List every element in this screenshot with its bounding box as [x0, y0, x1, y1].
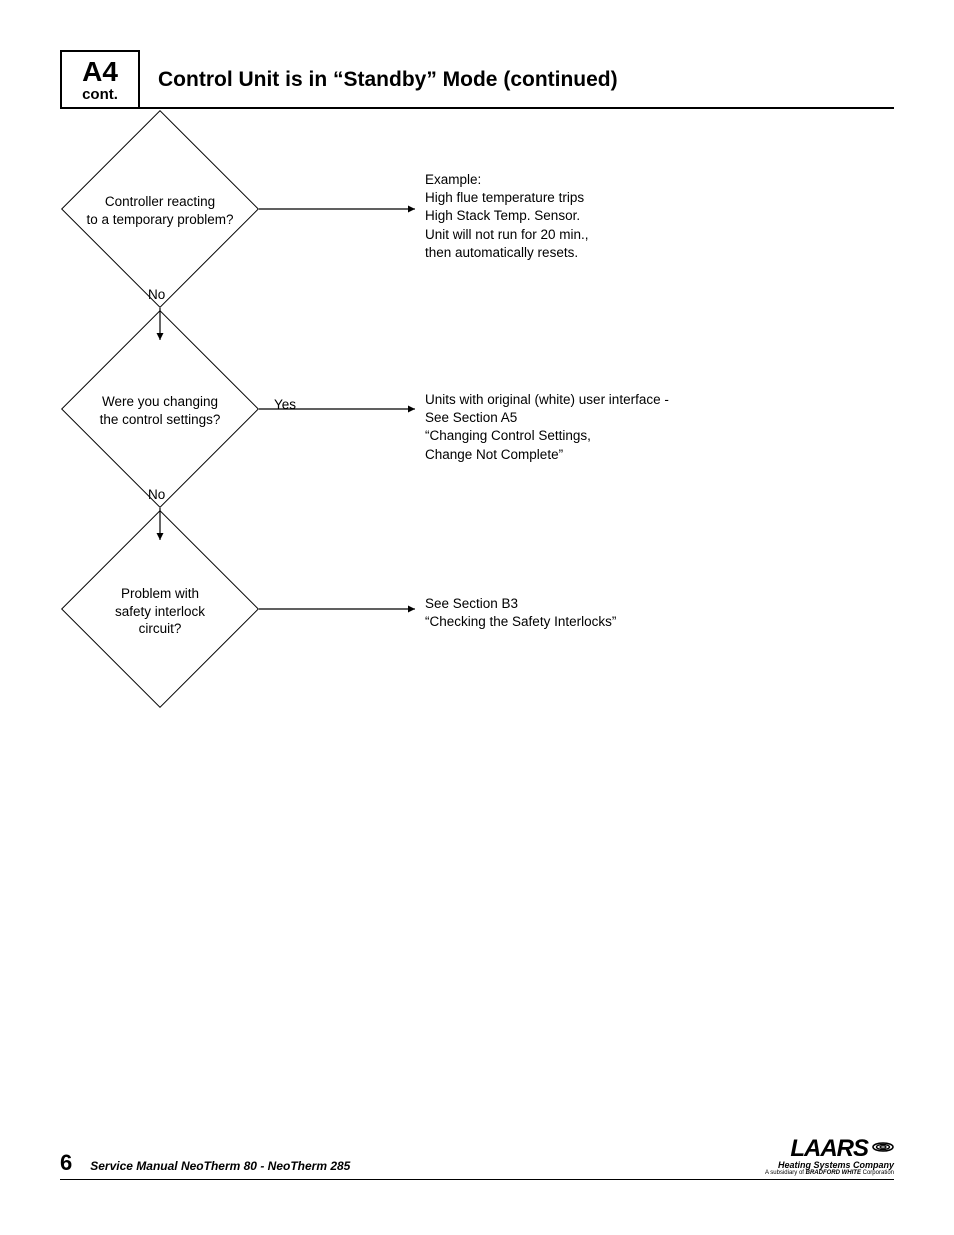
side-text-3: See Section B3 “Checking the Safety Inte…: [425, 595, 775, 631]
st1-l0: Example:: [425, 172, 481, 187]
decision-safety-interlock-label: Problem with safety interlock circuit?: [60, 585, 260, 638]
page-header: A4 cont. Control Unit is in “Standby” Mo…: [60, 50, 894, 109]
st2-l2: “Changing Control Settings,: [425, 428, 591, 443]
logo-text: LAARS: [790, 1137, 868, 1161]
d2-line1: Were you changing: [102, 394, 218, 409]
logo-subtitle: Heating Systems Company: [765, 1161, 894, 1170]
st1-l3: Unit will not run for 20 min.,: [425, 227, 589, 242]
side-text-1: Example: High flue temperature trips Hig…: [425, 171, 775, 262]
decision-temporary-problem-label: Controller reacting to a temporary probl…: [60, 193, 260, 228]
flowchart: Controller reacting to a temporary probl…: [60, 139, 894, 719]
edge-d1-down-label: No: [148, 287, 165, 302]
d3-line3: circuit?: [139, 621, 182, 636]
st1-l4: then automatically resets.: [425, 245, 578, 260]
section-code: A4: [76, 58, 124, 86]
st3-l0: See Section B3: [425, 596, 518, 611]
brand-logo: LAARS Heating Systems Company A subsidia…: [765, 1137, 894, 1176]
logo-main: LAARS: [790, 1137, 894, 1161]
logo-tag-suffix: Corporation: [861, 1170, 894, 1176]
logo-tag-prefix: A subsidiary of: [765, 1170, 806, 1176]
st3-l1: “Checking the Safety Interlocks”: [425, 614, 616, 629]
logo-swirl-icon: [872, 1137, 894, 1161]
st2-l3: Change Not Complete”: [425, 447, 563, 462]
page-footer: 6 Service Manual NeoTherm 80 - NeoTherm …: [60, 1137, 894, 1180]
d1-line1: Controller reacting: [105, 194, 215, 209]
d3-line1: Problem with: [121, 586, 199, 601]
side-text-2: Units with original (white) user interfa…: [425, 391, 775, 464]
logo-tagline: A subsidiary of BRADFORD WHITE Corporati…: [765, 1170, 894, 1176]
edge-d2-down-label: No: [148, 487, 165, 502]
d3-line2: safety interlock: [115, 604, 205, 619]
d1-line2: to a temporary problem?: [86, 212, 233, 227]
decision-changing-settings-label: Were you changing the control settings?: [60, 393, 260, 428]
logo-tag-brand: BRADFORD WHITE: [806, 1170, 861, 1176]
section-title: Control Unit is in “Standby” Mode (conti…: [140, 50, 618, 107]
st1-l2: High Stack Temp. Sensor.: [425, 208, 580, 223]
st2-l1: See Section A5: [425, 410, 517, 425]
section-cont: cont.: [76, 86, 124, 103]
edge-d2-right-label: Yes: [274, 397, 296, 412]
page-number: 6: [60, 1150, 72, 1176]
st2-l0: Units with original (white) user interfa…: [425, 392, 669, 407]
section-code-box: A4 cont.: [60, 50, 140, 107]
manual-title: Service Manual NeoTherm 80 - NeoTherm 28…: [90, 1159, 350, 1173]
footer-left: 6 Service Manual NeoTherm 80 - NeoTherm …: [60, 1150, 350, 1176]
st1-l1: High flue temperature trips: [425, 190, 584, 205]
d2-line2: the control settings?: [100, 412, 221, 427]
